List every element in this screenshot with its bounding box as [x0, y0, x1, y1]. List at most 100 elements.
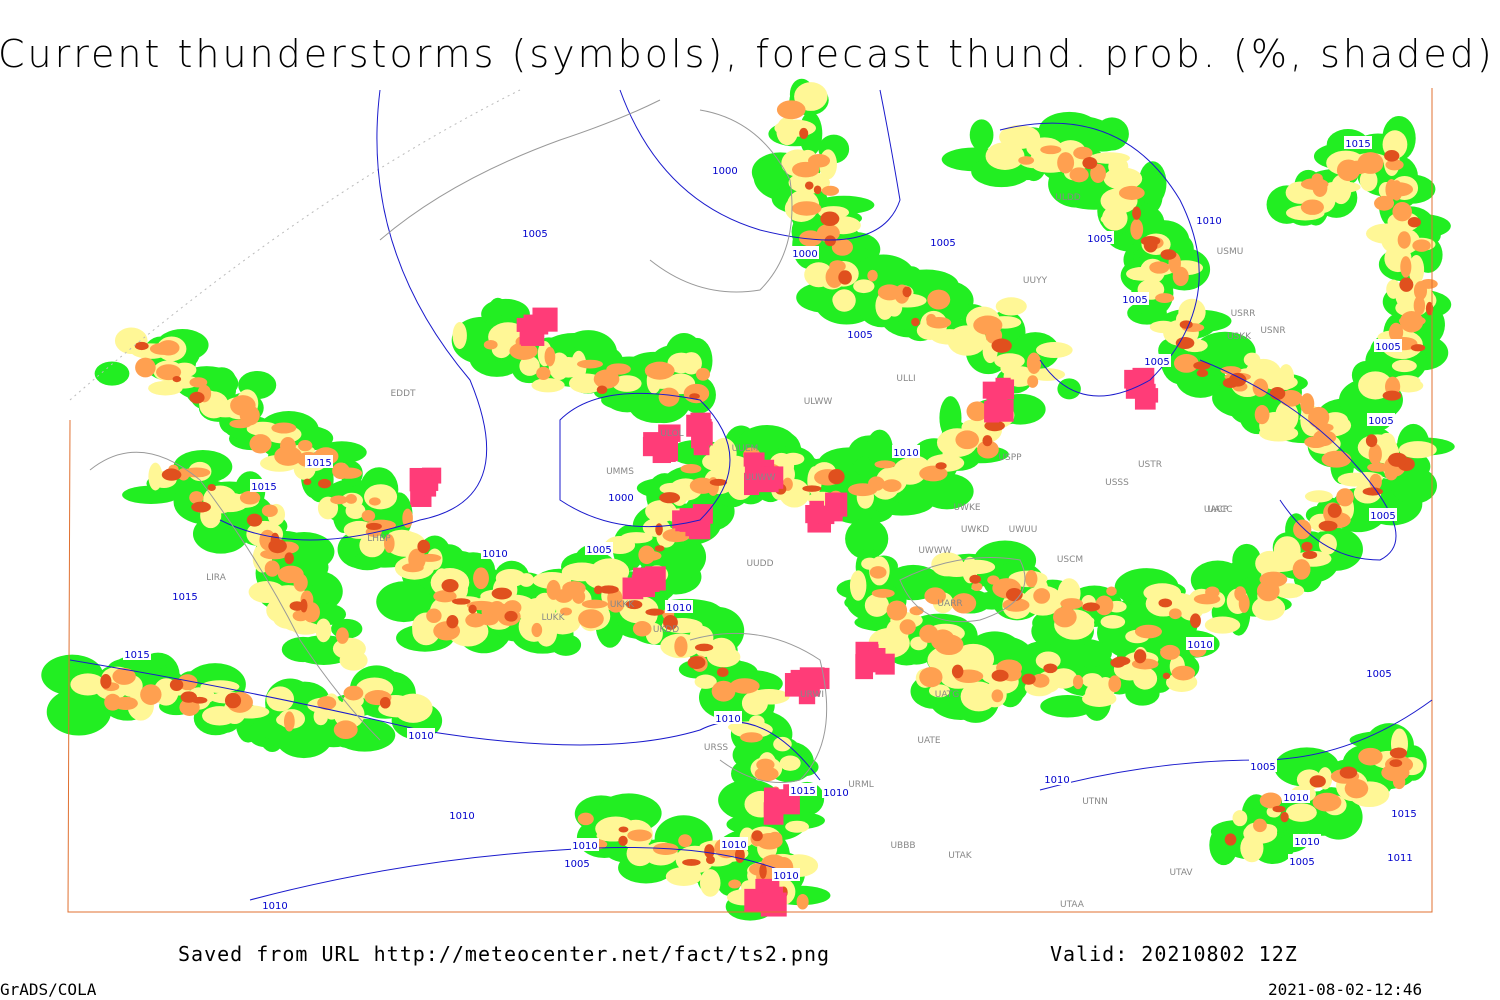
shade-cell	[1394, 378, 1424, 393]
shade-cell	[1292, 559, 1311, 580]
shade-cell	[893, 457, 927, 485]
shade-cell	[740, 732, 763, 743]
shade-cell	[379, 696, 391, 709]
shade-cell	[1388, 322, 1404, 342]
shade-cell	[711, 680, 736, 702]
shade-cell	[1078, 126, 1127, 152]
shade-cell	[955, 430, 980, 450]
shade-cell	[368, 497, 381, 506]
shade-cell	[577, 359, 603, 369]
isobar-label-box	[261, 898, 289, 911]
isobar-label: 1005	[1250, 762, 1275, 773]
shade-cell	[365, 522, 382, 531]
shade-cell	[1254, 404, 1270, 425]
shade-cell	[831, 238, 854, 256]
map-labels: 1000 1005 1000 1005 1005 1005 1005 1005 1010 1015…	[123, 136, 1418, 912]
shade-cell	[239, 405, 260, 426]
shade-cell	[1300, 199, 1324, 215]
isobar-label: 1005	[1368, 416, 1393, 427]
shade-cell	[1162, 672, 1171, 680]
shade-cell	[838, 270, 852, 285]
shade-cell	[645, 500, 677, 523]
shade-cell	[655, 523, 663, 536]
isobar-label-box	[1293, 834, 1321, 847]
station-label: UWKE	[953, 503, 980, 513]
shade-cell	[985, 142, 1025, 170]
shade-cell	[1204, 616, 1241, 634]
shade-cell	[958, 559, 996, 575]
storm-symbol	[823, 506, 843, 522]
shade-cell	[928, 684, 951, 698]
shade-cell	[864, 593, 889, 617]
shade-cell	[1196, 369, 1209, 378]
shade-cell	[1130, 218, 1144, 240]
shade-cell	[1150, 616, 1186, 651]
isobar-label-box	[892, 445, 920, 458]
station-label: UKDD	[653, 625, 679, 635]
shade-cell	[1224, 833, 1237, 846]
shade-cell	[577, 812, 594, 826]
shade-cell	[654, 545, 665, 552]
station-label: UTAV	[1169, 868, 1193, 878]
shade-cell	[584, 563, 618, 589]
shade-cell	[1322, 181, 1361, 193]
isobar-label-box	[1390, 806, 1418, 819]
shade-cell	[317, 696, 337, 710]
shade-cell	[934, 634, 964, 656]
shade-cell	[791, 201, 822, 216]
shade-cell	[804, 181, 814, 190]
shade-cell	[706, 637, 736, 664]
isobar-label-box	[1386, 850, 1414, 863]
shade-cell	[345, 494, 357, 504]
shade-cell	[748, 689, 790, 705]
shade-cell	[1308, 406, 1330, 429]
shade-cell	[364, 484, 398, 510]
shade-cell	[927, 289, 951, 310]
shade-cell	[1133, 649, 1147, 664]
shade-cell	[1179, 320, 1193, 329]
isobar-label-box	[929, 235, 957, 248]
shade-cell	[1399, 311, 1424, 333]
shade-cell	[112, 668, 136, 685]
shade-cell	[1399, 277, 1414, 292]
shade-cell	[1259, 571, 1288, 588]
isobar-label-box	[711, 163, 739, 176]
isobar-label: 1010	[572, 841, 597, 852]
isobar-label-box	[791, 246, 819, 259]
shade-cell	[1143, 583, 1182, 603]
shade-cell	[813, 185, 822, 195]
shade-cell	[849, 570, 867, 601]
shade-cell	[149, 342, 177, 355]
shade-cell	[829, 260, 846, 273]
storm-symbol	[743, 452, 765, 467]
shade-cell	[1138, 161, 1167, 206]
shade-cell	[1172, 266, 1189, 287]
isobar-label: 1015	[790, 786, 815, 797]
shade-cell	[433, 590, 457, 603]
shade-cell	[315, 618, 332, 643]
shade-cell	[298, 440, 313, 452]
isobar-label-box	[1367, 413, 1395, 426]
station-label: USRR	[1231, 309, 1256, 319]
station-label: USMU	[1217, 247, 1244, 257]
shade-cell	[593, 369, 620, 389]
storm-symbol	[622, 577, 644, 600]
isobar-label: 1005	[586, 545, 611, 556]
shade-cell	[1078, 643, 1102, 669]
isobar-label: 1005	[1375, 342, 1400, 353]
isobar-label: 1005	[1144, 357, 1169, 368]
shade-cell	[452, 322, 467, 350]
shade-cell	[1252, 378, 1269, 397]
isobar-label: 1005	[564, 859, 589, 870]
shade-cell	[1408, 255, 1425, 285]
shade-cell	[1358, 371, 1393, 400]
storm-symbol	[1136, 374, 1154, 395]
shade-cell	[333, 720, 358, 740]
isobar-label: 1010	[721, 840, 746, 851]
shade-cell	[1397, 231, 1411, 249]
shade-cell	[296, 554, 329, 581]
isobar-label-box	[1121, 292, 1149, 305]
shade-cell	[1357, 152, 1384, 174]
shade-cell	[919, 465, 948, 482]
